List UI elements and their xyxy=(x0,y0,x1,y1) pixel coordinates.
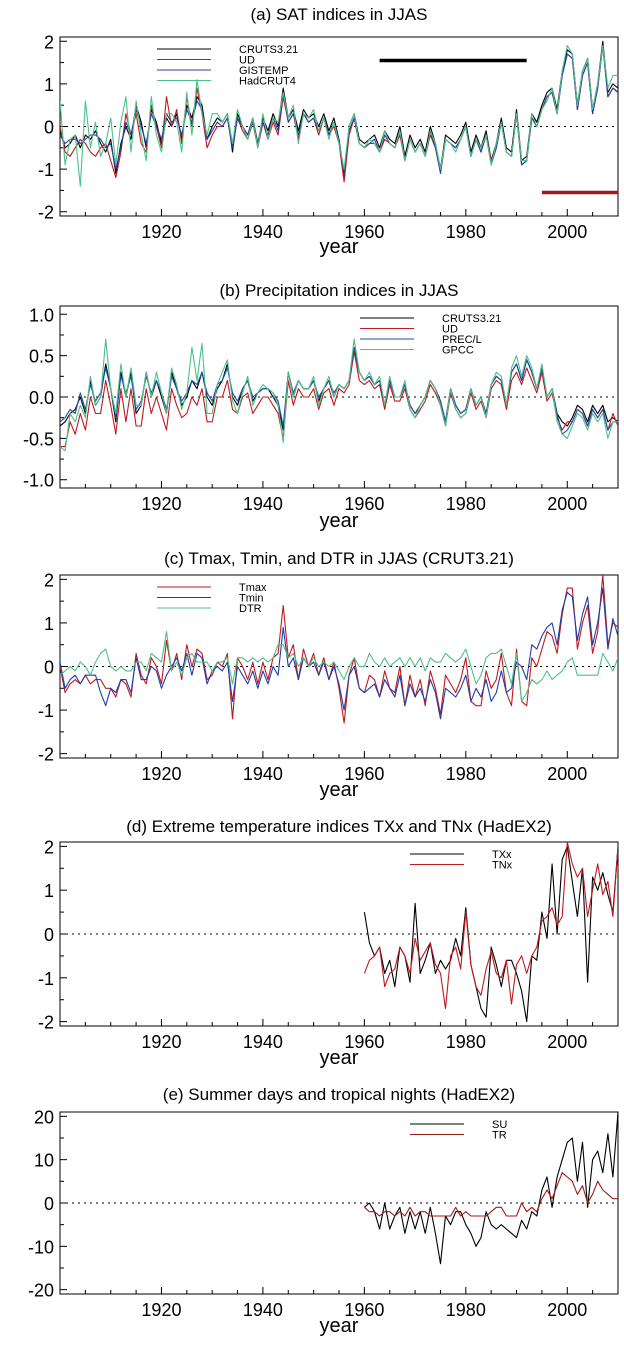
x-tick-label: 2000 xyxy=(547,764,587,784)
y-tick-label: 0 xyxy=(44,118,54,138)
legend-label: UD xyxy=(239,55,255,67)
y-tick-label: -2 xyxy=(38,1013,54,1033)
y-tick-label: 0.5 xyxy=(29,347,54,367)
series-line xyxy=(60,44,618,183)
y-tick-label: 1 xyxy=(44,881,54,901)
x-axis-label: year xyxy=(320,236,359,258)
chart-title: (c) Tmax, Tmin, and DTR in JJAS (CRUT3.2… xyxy=(164,549,514,568)
y-tick-label: 2 xyxy=(44,32,54,52)
x-tick-label: 2000 xyxy=(547,1300,587,1320)
y-tick-label: -0.5 xyxy=(23,429,54,449)
legend-label: Tmin xyxy=(239,593,263,605)
legend-label: TNx xyxy=(492,860,513,872)
y-tick-label: 0.0 xyxy=(29,388,54,408)
y-tick-label: 2 xyxy=(44,837,54,857)
x-tick-label: 1940 xyxy=(243,1300,283,1320)
x-tick-label: 1960 xyxy=(344,1032,384,1052)
x-tick-label: 1980 xyxy=(446,1032,486,1052)
x-axis-label: year xyxy=(320,1047,359,1069)
series-line xyxy=(60,587,618,720)
chart-panel: (c) Tmax, Tmin, and DTR in JJAS (CRUT3.2… xyxy=(38,549,619,801)
y-tick-label: 2 xyxy=(44,570,54,590)
x-tick-label: 1960 xyxy=(344,1300,384,1320)
legend-label: HadCRUT4 xyxy=(239,76,296,88)
chart-title: (e) Summer days and tropical nights (Had… xyxy=(163,1085,515,1104)
y-tick-label: 1.0 xyxy=(29,305,54,325)
legend-label: PREC/L xyxy=(442,334,482,346)
x-tick-label: 1940 xyxy=(243,764,283,784)
x-tick-label: 1980 xyxy=(446,222,486,242)
legend-label: GPCC xyxy=(442,345,474,357)
x-tick-label: 2000 xyxy=(547,222,587,242)
x-axis-label: year xyxy=(320,1315,359,1337)
y-tick-label: -1 xyxy=(38,701,54,721)
chart-panel: (d) Extreme temperature indices TXx and … xyxy=(38,817,619,1069)
x-tick-label: 1920 xyxy=(141,764,181,784)
legend-label: GISTEMP xyxy=(239,65,289,77)
legend-label: TXx xyxy=(492,849,512,861)
x-tick-label: 1960 xyxy=(344,494,384,514)
x-tick-label: 1940 xyxy=(243,494,283,514)
y-tick-label: 10 xyxy=(34,1151,54,1171)
x-tick-label: 1920 xyxy=(141,494,181,514)
series-line xyxy=(60,44,618,187)
y-tick-label: -1 xyxy=(38,160,54,180)
y-tick-label: -10 xyxy=(28,1237,54,1257)
x-axis-label: year xyxy=(320,779,359,801)
x-tick-label: 2000 xyxy=(547,494,587,514)
y-tick-label: 20 xyxy=(34,1107,54,1127)
chart-title: (a) SAT indices in JJAS xyxy=(251,5,428,24)
legend-label: DTR xyxy=(239,603,262,615)
series-line xyxy=(60,631,618,702)
x-axis-label: year xyxy=(320,510,359,532)
x-tick-label: 1920 xyxy=(141,1300,181,1320)
legend-label: CRUTS3.21 xyxy=(239,44,298,56)
chart-title: (b) Precipitation indices in JJAS xyxy=(219,281,458,300)
legend-label: UD xyxy=(442,324,458,336)
y-tick-label: 0 xyxy=(44,1194,54,1214)
x-tick-label: 1960 xyxy=(344,222,384,242)
x-tick-label: 1920 xyxy=(141,1032,181,1052)
y-tick-label: 1 xyxy=(44,614,54,634)
x-tick-label: 1940 xyxy=(243,1032,283,1052)
legend-label: CRUTS3.21 xyxy=(442,313,501,325)
chart-title: (d) Extreme temperature indices TXx and … xyxy=(126,817,551,836)
y-tick-label: -1.0 xyxy=(23,471,54,491)
x-tick-label: 1980 xyxy=(446,494,486,514)
x-tick-label: 1980 xyxy=(446,1300,486,1320)
x-tick-label: 2000 xyxy=(547,1032,587,1052)
y-tick-label: -2 xyxy=(38,745,54,765)
series-line xyxy=(363,842,618,1010)
x-tick-label: 1960 xyxy=(344,764,384,784)
series-line xyxy=(364,1172,618,1217)
x-tick-label: 1920 xyxy=(141,222,181,242)
y-tick-label: -2 xyxy=(38,203,54,223)
x-tick-label: 1940 xyxy=(243,222,283,242)
series-line xyxy=(364,1112,618,1265)
y-tick-label: 0 xyxy=(44,925,54,945)
series-line xyxy=(60,40,618,179)
y-tick-label: 1 xyxy=(44,75,54,95)
y-tick-label: 0 xyxy=(44,658,54,678)
series-line xyxy=(60,575,618,724)
x-tick-label: 1980 xyxy=(446,764,486,784)
y-tick-label: -20 xyxy=(28,1281,54,1301)
series-line xyxy=(60,44,618,174)
chart-panel: (e) Summer days and tropical nights (Had… xyxy=(28,1085,619,1337)
y-tick-label: -1 xyxy=(38,969,54,989)
series-line xyxy=(60,338,618,452)
legend-label: Tmax xyxy=(239,582,267,594)
legend-label: TR xyxy=(492,1130,507,1142)
legend-label: SU xyxy=(492,1119,507,1131)
chart-panel: (a) SAT indices in JJAS 1920 1940 1960 1980 2… xyxy=(38,5,619,258)
series-line xyxy=(363,845,618,1023)
series-line xyxy=(60,350,618,448)
chart-panel: (b) Precipitation indices in JJAS 1920 194… xyxy=(23,281,619,532)
